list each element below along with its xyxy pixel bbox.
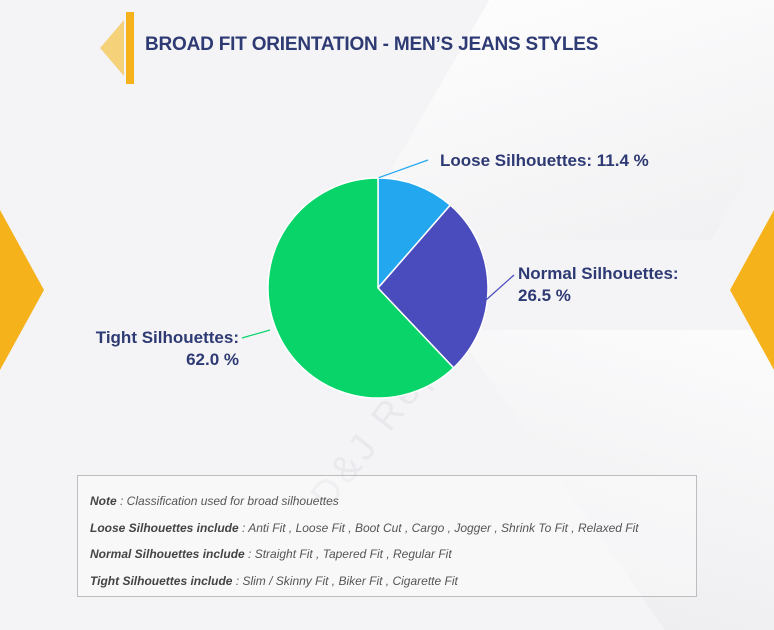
pie-slice-tight-silhouettes (267, 177, 455, 399)
slice-label: Loose Silhouettes: 11.4 % (440, 151, 649, 170)
note-label: Loose Silhouettes include (90, 520, 239, 535)
pie-slice-loose-silhouettes (377, 177, 452, 291)
right-decorative-arrow (730, 210, 774, 370)
note-text: : Straight Fit , Tapered Fit , Regular F… (244, 547, 452, 561)
note-label: Tight Silhouettes include (90, 573, 233, 588)
pie-chart: Loose Silhouettes: 11.4 % Normal Silhouet… (96, 151, 679, 399)
leader-line (241, 329, 271, 339)
slice-label: Normal Silhouettes: (518, 264, 679, 283)
page-title: BROAD FIT ORIENTATION - MEN’S JEANS STYL… (145, 34, 599, 55)
leader-line (377, 159, 429, 179)
left-decorative-arrow (0, 210, 44, 370)
note-label: Note (90, 494, 117, 508)
slice-value-label: 62.0 % (186, 350, 239, 369)
note-line: Normal Silhouettes include : Straight Fi… (90, 541, 684, 568)
note-text: : Slim / Skinny Fit , Biker Fit , Cigare… (232, 573, 458, 588)
slice-label: Tight Silhouettes: (96, 328, 239, 347)
note-box: Note : Classification used for broad sil… (77, 475, 697, 597)
note-line: Loose Silhouettes include : Anti Fit , L… (90, 515, 684, 542)
slice-value-label: 26.5 % (518, 286, 571, 305)
leader-line (485, 274, 515, 301)
title-chevron-icon (100, 12, 134, 84)
pie-slice-normal-silhouettes (376, 204, 489, 369)
note-label: Normal Silhouettes include (90, 547, 245, 561)
note-line: Tight Silhouettes include : Slim / Skinn… (90, 568, 684, 595)
note-text: : Classification used for broad silhouet… (116, 494, 339, 508)
note-text: : Anti Fit , Loose Fit , Boot Cut , Carg… (238, 520, 639, 535)
note-line: Note : Classification used for broad sil… (90, 488, 684, 515)
